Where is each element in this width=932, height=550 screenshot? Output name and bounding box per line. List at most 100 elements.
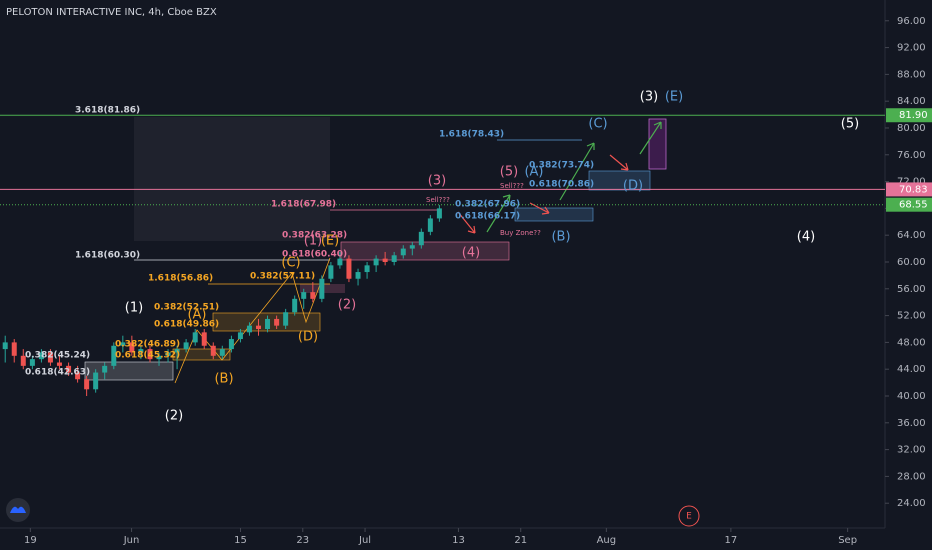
price-tag-label: 81.90 (899, 110, 928, 121)
annotation: 0.382(73.74) (529, 161, 594, 171)
candle-body (328, 265, 334, 279)
wave-label: (5) (500, 165, 518, 180)
y-tick-label: 36.00 (897, 418, 926, 429)
wave-label: (1) (304, 234, 322, 249)
candle-body (364, 265, 370, 273)
x-tick-label: Jun (123, 535, 140, 546)
candle-body (38, 352, 44, 360)
annotation: Sell??? (426, 196, 450, 204)
y-tick-label: 84.00 (897, 96, 926, 107)
candle-body (210, 345, 216, 356)
candle-body (165, 352, 171, 356)
logo (6, 498, 30, 522)
candle-body (409, 245, 415, 249)
candle-body (183, 342, 189, 350)
annotation: 0.618(66.17) (455, 212, 520, 222)
arrow (457, 211, 476, 234)
annotation: Sell??? (500, 182, 524, 190)
annotation: 0.382(45.24) (25, 351, 90, 361)
wave-label: (B) (551, 230, 570, 245)
candle-body (66, 365, 72, 373)
candle-body (129, 342, 135, 353)
candle-body (246, 325, 252, 333)
x-tick-label: 21 (514, 535, 527, 546)
annotation: 0.618(60.40) (282, 250, 347, 260)
candle-body (310, 292, 316, 299)
y-tick-label: 28.00 (897, 471, 926, 482)
candle-body (436, 208, 442, 219)
candle-body (138, 349, 144, 353)
annotation: 0.382(67.96) (455, 200, 520, 210)
x-tick-label: Jul (358, 535, 371, 546)
candle-body (75, 372, 81, 380)
candle-body (337, 258, 343, 266)
price-tag-label: 68.55 (899, 200, 928, 211)
arrow (639, 121, 662, 155)
wave-label: (2) (338, 298, 356, 313)
wave-label: E (686, 512, 692, 522)
annotation: 0.618(45.32) (115, 351, 180, 361)
wave-label: (D) (298, 330, 318, 345)
y-tick-label: 76.00 (897, 150, 926, 161)
x-tick-label: Sep (838, 535, 857, 546)
price-tag (886, 197, 932, 212)
zone (134, 117, 330, 241)
candle-body (237, 332, 243, 340)
x-tick-label: 13 (452, 535, 465, 546)
candle-body (156, 355, 162, 360)
x-tick-label: 19 (24, 535, 37, 546)
candle-body (56, 362, 62, 366)
y-tick-label: 92.00 (897, 43, 926, 54)
candle-body (255, 325, 261, 329)
price-tag-label: 70.83 (899, 184, 928, 195)
wave-label: (3) (428, 174, 446, 189)
candle-body (192, 332, 198, 343)
price-tag (886, 182, 932, 197)
annotation: 3.618(81.86) (75, 106, 140, 116)
candle-body (11, 342, 17, 356)
y-tick-label: 80.00 (897, 123, 926, 134)
candle-body (201, 332, 207, 346)
x-tick-label: 15 (234, 535, 247, 546)
candle-body (301, 292, 307, 299)
candle-body (219, 349, 225, 356)
x-tick-label: Aug (597, 535, 617, 546)
chart-title: PELOTON INTERACTIVE INC, 4h, Cboe BZX (6, 7, 217, 18)
arrow (529, 202, 550, 215)
y-tick-label: 56.00 (897, 284, 926, 295)
wave-label: (E) (665, 90, 683, 105)
candle-body (283, 312, 289, 326)
annotation: 0.382(52.51) (154, 303, 219, 313)
zone (84, 361, 174, 381)
wave-label: (C) (281, 256, 300, 271)
candle-body (120, 342, 126, 346)
candle-body (174, 349, 180, 353)
candle-body (382, 258, 388, 262)
candle-body (418, 231, 424, 246)
candle-body (274, 318, 280, 326)
zone (648, 118, 667, 170)
price-tag (886, 108, 932, 123)
candle-body (400, 248, 406, 256)
wave-label: (5) (841, 117, 859, 132)
candle-body (319, 278, 325, 299)
zone (514, 207, 594, 222)
annotation: 1.618(67.98) (271, 200, 336, 210)
candle-body (93, 372, 99, 390)
arrow (486, 194, 511, 233)
candle-body (84, 379, 90, 390)
wave-label: (B) (214, 372, 233, 387)
annotation: 0.382(46.89) (115, 340, 180, 350)
wave-label: (2) (165, 409, 183, 424)
y-tick-label: 32.00 (897, 445, 926, 456)
logo-mark (10, 506, 26, 513)
y-tick-label: 96.00 (897, 16, 926, 27)
arrow (559, 142, 595, 201)
annotation: 1.618(60.30) (75, 251, 140, 261)
zone (340, 241, 510, 261)
candle-body (47, 352, 53, 363)
y-tick-label: 64.00 (897, 230, 926, 241)
zones (84, 117, 667, 384)
